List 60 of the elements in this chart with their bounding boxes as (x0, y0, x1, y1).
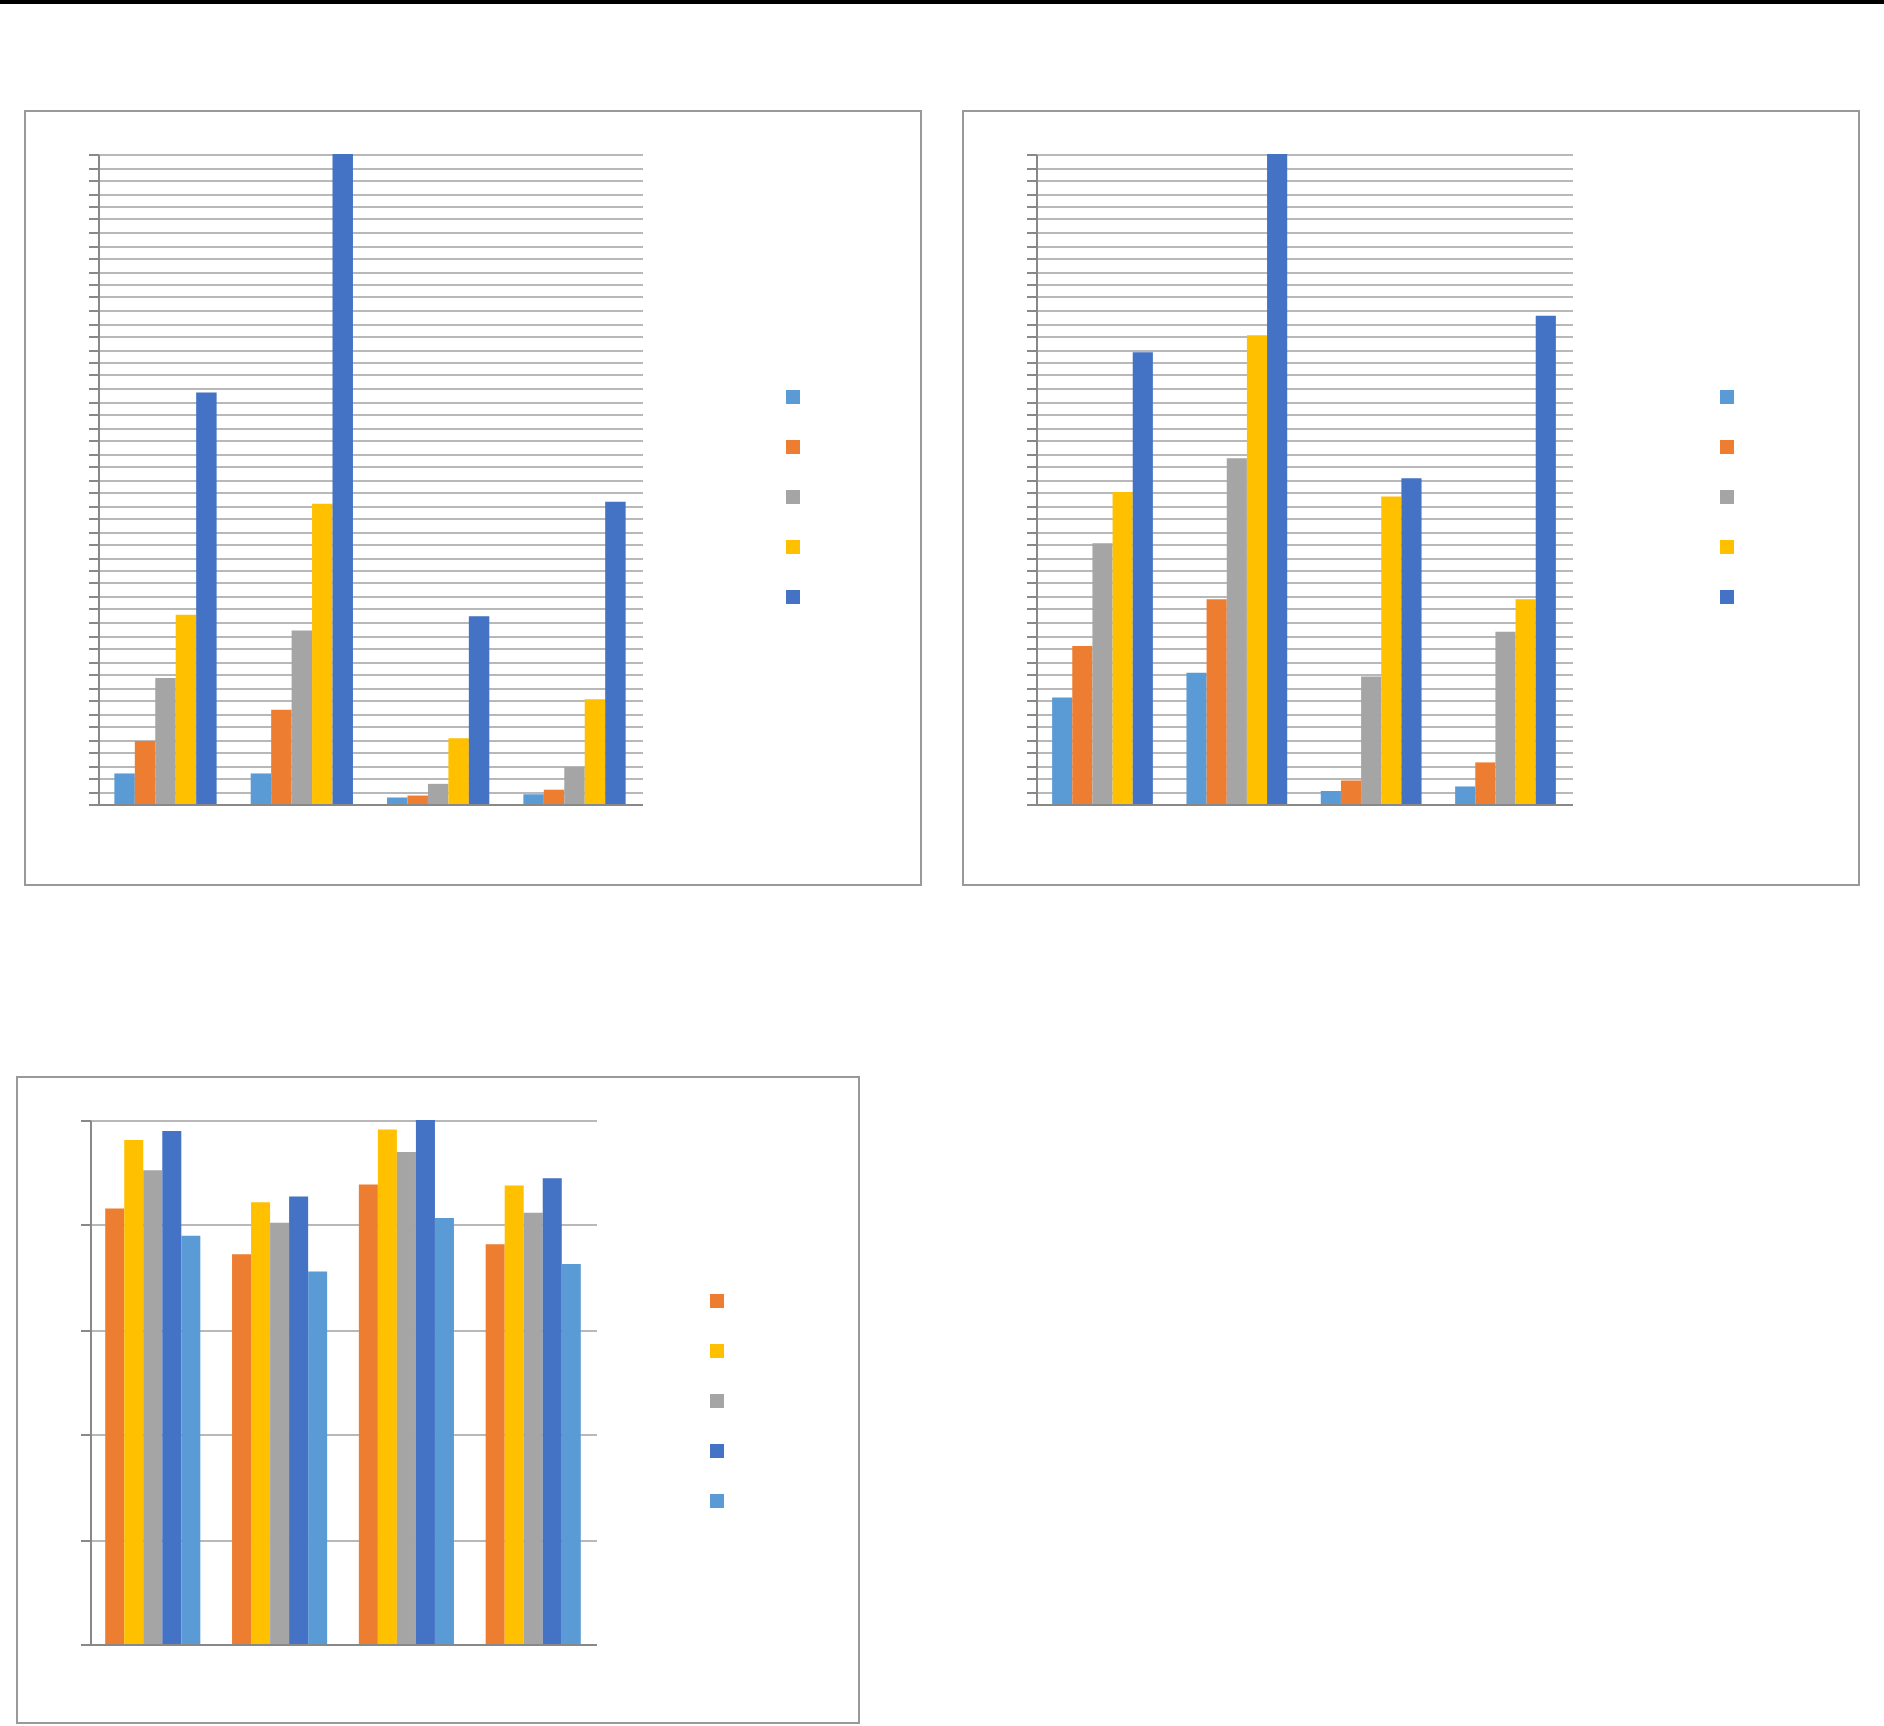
bar (396, 1151, 416, 1644)
bar (124, 1139, 144, 1644)
bar (289, 1196, 309, 1644)
bar (358, 1184, 378, 1644)
bar (448, 738, 469, 804)
bar (605, 501, 626, 804)
bar (427, 783, 449, 804)
bar (584, 699, 606, 804)
bar (1535, 315, 1556, 804)
bar (468, 616, 490, 804)
bar (162, 1131, 182, 1644)
bar (407, 795, 428, 804)
bar (308, 1271, 328, 1644)
bar (1206, 599, 1227, 804)
bar (1495, 631, 1516, 804)
bar (143, 1170, 163, 1644)
bar (1455, 786, 1476, 804)
bar (561, 1264, 581, 1644)
bar (523, 794, 544, 804)
bar (134, 740, 156, 804)
bar (1112, 492, 1133, 804)
bar (564, 766, 585, 804)
bar (542, 1178, 562, 1644)
bar (1320, 791, 1341, 804)
bar (523, 1212, 543, 1644)
bar (415, 1120, 435, 1644)
bar (1132, 352, 1153, 804)
bar (105, 1208, 125, 1644)
bar (387, 797, 408, 804)
bar (250, 773, 272, 804)
bar (1267, 154, 1288, 804)
bar (232, 1254, 252, 1644)
bar (271, 709, 292, 804)
bar (434, 1217, 454, 1644)
bar (270, 1222, 290, 1644)
bar (1515, 599, 1536, 804)
bar (1401, 478, 1422, 804)
bar (485, 1244, 505, 1644)
bar (181, 1235, 201, 1644)
bar (1226, 458, 1247, 804)
bar (114, 773, 135, 804)
bar (1361, 676, 1382, 804)
bar (1381, 496, 1402, 804)
bar (175, 614, 197, 804)
bar (1072, 646, 1093, 804)
bar (251, 1202, 271, 1644)
bar (1340, 780, 1362, 804)
bar (377, 1129, 397, 1644)
bar (332, 154, 353, 804)
bar (1475, 762, 1496, 804)
bar (543, 789, 565, 804)
bar (155, 677, 176, 804)
bar (196, 392, 217, 804)
bar (1052, 697, 1073, 804)
bar (1246, 335, 1268, 804)
bar (504, 1185, 524, 1644)
bar (1092, 543, 1113, 804)
bar (312, 503, 333, 804)
bar (1186, 672, 1207, 804)
bar (291, 630, 313, 804)
